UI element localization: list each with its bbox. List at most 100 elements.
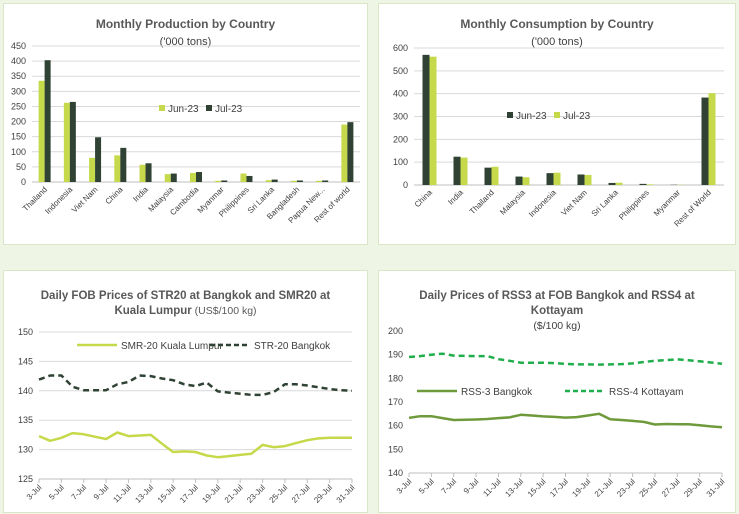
series-line	[408, 352, 723, 366]
str20-smr20-price-chart: Daily FOB Prices of STR20 at Bangkok and…	[18, 290, 357, 505]
legend-swatch	[206, 105, 212, 111]
bar	[491, 166, 499, 185]
y-tick-label: 125	[18, 474, 33, 484]
series-line	[408, 412, 723, 429]
bar	[429, 56, 437, 185]
y-tick-label: 300	[11, 86, 26, 96]
x-tick-label: 5-Jul	[47, 483, 66, 502]
bar	[608, 182, 616, 185]
x-tick-label: Indonesia	[43, 185, 74, 216]
y-tick-label: 180	[388, 373, 403, 383]
bar	[341, 124, 348, 182]
bar	[422, 54, 430, 185]
y-tick-label: 350	[11, 71, 26, 81]
x-tick-label: China	[104, 185, 126, 207]
x-tick-label: 27-Jul	[660, 477, 682, 499]
legend-swatch	[507, 112, 513, 118]
rss3-rss4-price-chart-panel: Daily Prices of RSS3 at FOB Bangkok and …	[378, 270, 736, 513]
x-tick-label: 23-Jul	[615, 477, 637, 499]
consumption-chart-panel: Monthly Consumption by Country ('000 tons…	[378, 3, 736, 245]
bar	[347, 122, 354, 182]
str20-smr20-price-chart-panel: Daily FOB Prices of STR20 at Bangkok and…	[3, 270, 368, 513]
bar	[145, 163, 152, 182]
y-tick-label: 150	[11, 132, 26, 142]
legend-swatch	[159, 105, 165, 111]
x-tick-label: 19-Jul	[200, 483, 222, 505]
bar	[89, 157, 96, 182]
bar	[584, 174, 592, 185]
bar	[139, 164, 146, 182]
rss3-rss4-price-chart: Daily Prices of RSS3 at FOB Bangkok and …	[388, 290, 727, 499]
y-tick-label: 250	[11, 101, 26, 111]
bar	[265, 180, 272, 182]
x-tick-label: 19-Jul	[570, 477, 592, 499]
legend-label: RSS-3 Bangkok	[461, 387, 533, 398]
y-tick-label: 145	[18, 356, 33, 366]
bar	[460, 157, 468, 185]
production-chart: Monthly Production by Country ('000 tons)…	[11, 17, 360, 225]
x-tick-label: 9-Jul	[92, 483, 111, 502]
y-tick-label: 200	[393, 134, 408, 144]
bar	[577, 174, 585, 185]
x-tick-label: Myanmar	[652, 188, 682, 218]
x-tick-label: 15-Jul	[526, 477, 548, 499]
x-tick-label: 11-Jul	[111, 483, 133, 505]
legend-label: Jul-23	[215, 104, 243, 115]
y-tick-label: 200	[11, 117, 26, 127]
bar	[196, 172, 202, 182]
x-tick-label: 11-Jul	[481, 477, 503, 499]
y-tick-label: 200	[388, 326, 403, 336]
legend-swatch	[554, 112, 560, 118]
y-tick-label: 190	[388, 350, 403, 360]
x-tick-label: Thailand	[468, 188, 496, 216]
y-tick-label: 100	[393, 157, 408, 167]
x-tick-label: 29-Jul	[312, 483, 334, 505]
y-tick-label: 400	[11, 56, 26, 66]
legend-label: Jun-23	[516, 111, 547, 122]
bar	[114, 155, 121, 182]
x-tick-label: 3-Jul	[395, 477, 414, 496]
x-tick-label: 9-Jul	[462, 477, 481, 496]
x-tick-label: 29-Jul	[682, 477, 704, 499]
bar	[120, 147, 127, 182]
bar	[316, 180, 323, 182]
legend-label: STR-20 Bangkok	[254, 341, 331, 352]
x-tick-label: 5-Jul	[417, 477, 436, 496]
bar	[38, 80, 45, 182]
legend-label: Jun-23	[168, 104, 199, 115]
series-line	[38, 431, 352, 459]
chart-subtitle: (US$/100 kg)	[192, 305, 257, 317]
y-tick-label: 150	[388, 444, 403, 454]
x-tick-label: 7-Jul	[70, 483, 89, 502]
bar	[170, 173, 177, 182]
legend-label: Jul-23	[563, 111, 591, 122]
y-tick-label: 450	[11, 41, 26, 51]
x-tick-label: 31-Jul	[705, 477, 727, 499]
y-tick-label: 50	[16, 162, 26, 172]
y-tick-label: 140	[18, 386, 33, 396]
bar	[246, 175, 253, 182]
bar	[639, 183, 647, 185]
x-tick-label: 13-Jul	[133, 483, 155, 505]
x-tick-label: 27-Jul	[290, 483, 312, 505]
chart-title: Monthly Production by Country	[96, 17, 276, 31]
y-tick-label: 500	[393, 66, 408, 76]
bar	[44, 60, 51, 182]
bar	[615, 182, 623, 185]
y-tick-label: 600	[393, 43, 408, 53]
x-tick-label: 21-Jul	[593, 477, 615, 499]
bar	[190, 172, 196, 182]
bar	[221, 180, 228, 182]
x-tick-label: Philippines	[617, 188, 651, 222]
y-tick-label: 150	[18, 327, 33, 337]
chart-title: Daily Prices of RSS3 at FOB Bangkok and …	[419, 290, 695, 302]
x-tick-label: Sri Lanka	[590, 188, 621, 219]
bar	[296, 180, 303, 182]
y-tick-label: 300	[393, 112, 408, 122]
x-tick-label: 21-Jul	[223, 483, 245, 505]
bar	[322, 180, 329, 182]
x-tick-label: Viet Nam	[559, 188, 589, 218]
production-chart-panel: Monthly Production by Country ('000 tons)…	[3, 3, 368, 245]
x-tick-label: Viet Nam	[70, 185, 100, 215]
bar	[484, 167, 492, 185]
